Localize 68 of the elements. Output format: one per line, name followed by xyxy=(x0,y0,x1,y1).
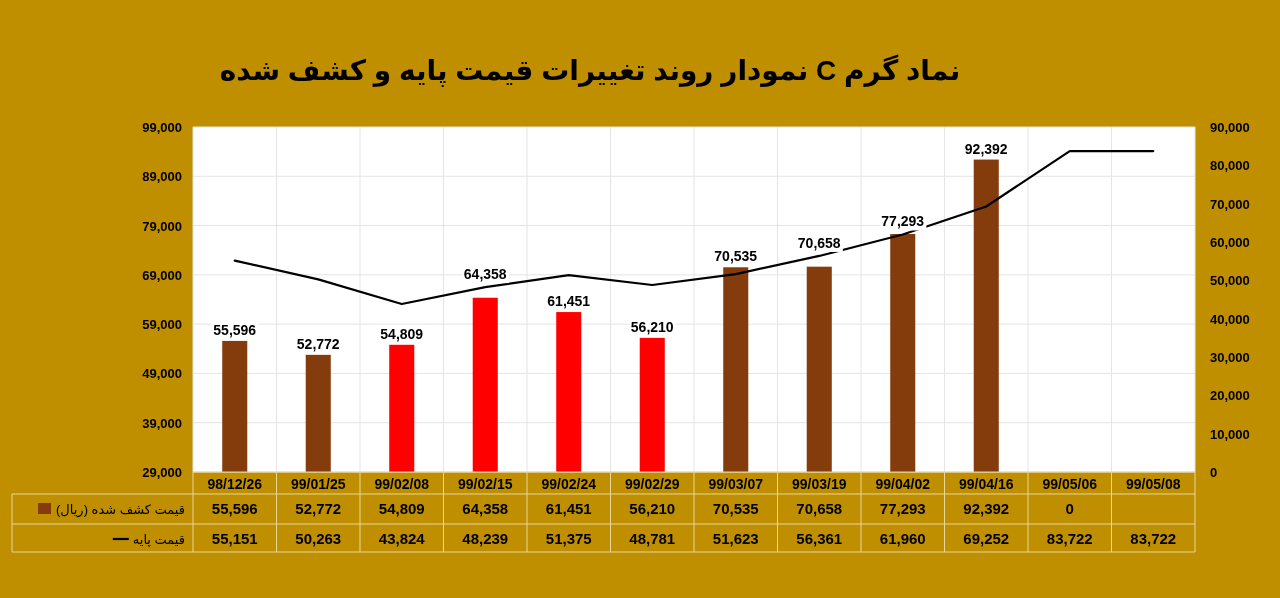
data-label: 70,658 xyxy=(796,500,843,517)
y-tick-label: 99,000 xyxy=(142,120,182,135)
x-tick-label: 99/01/25 xyxy=(291,476,346,492)
x-tick-label: 99/03/07 xyxy=(708,476,764,492)
text: 70,535 xyxy=(714,248,758,265)
y2-tick-label: 50,000 xyxy=(1210,273,1250,289)
data-label: 83,722 xyxy=(1046,530,1093,547)
text: 70,658 xyxy=(797,234,841,251)
text: 52,772 xyxy=(296,335,340,352)
legend-item: قیمت پایه xyxy=(112,532,185,547)
x-tick-label: 99/02/15 xyxy=(458,476,513,492)
data-label: 77,293 xyxy=(879,500,926,517)
data-label: 51,375 xyxy=(545,530,592,547)
data-label: 43,824 xyxy=(378,530,426,547)
text: 61,451 xyxy=(547,293,591,310)
data-label: 48,781 xyxy=(629,530,676,547)
y2-tick-label: 80,000 xyxy=(1210,158,1250,174)
text: 0 xyxy=(1065,500,1074,517)
text: 56,210 xyxy=(630,318,674,335)
x-tick-label: 99/02/29 xyxy=(625,476,680,492)
x-tick-label: 99/05/08 xyxy=(1126,476,1181,492)
y-tick-label: 49,000 xyxy=(142,366,182,382)
data-label: 61,960 xyxy=(879,530,926,547)
y2-tick-label: 10,000 xyxy=(1210,426,1250,442)
y-tick-label: 79,000 xyxy=(142,218,182,234)
y2-tick-label: 40,000 xyxy=(1210,311,1250,327)
y2-tick-label: 30,000 xyxy=(1210,350,1250,365)
data-label: 64,358 xyxy=(462,500,509,517)
y-tick-label: 29,000 xyxy=(142,465,182,480)
data-label: 92,392 xyxy=(963,500,1010,517)
y2-tick-label: 60,000 xyxy=(1210,235,1250,250)
data-label: 70,535 xyxy=(712,500,759,517)
data-label: 52,772 xyxy=(295,500,342,517)
x-tick-label: 99/02/24 xyxy=(541,476,597,492)
y2-tick-label: 20,000 xyxy=(1210,388,1250,404)
data-label: 54,809 xyxy=(378,500,425,517)
data-label: 69,252 xyxy=(963,530,1010,547)
text: 55,596 xyxy=(213,321,257,338)
y-tick-label: 89,000 xyxy=(142,169,182,185)
chart-title: نماد گرم C نمودار روند تغییرات قیمت پایه و کشف شده xyxy=(219,54,961,87)
text: 77,293 xyxy=(881,213,925,230)
y2-tick-label: 70,000 xyxy=(1210,196,1250,212)
y2-tick-label: 0 xyxy=(1210,465,1218,480)
text: 54,809 xyxy=(380,325,424,342)
data-label: 51,623 xyxy=(712,530,759,547)
data-label: 50,263 xyxy=(295,530,342,547)
x-tick-label: 99/03/19 xyxy=(792,476,847,492)
x-tick-label: 99/04/16 xyxy=(959,476,1014,492)
y-tick-label: 69,000 xyxy=(142,267,182,283)
x-tick-label: 99/04/02 xyxy=(875,476,931,492)
data-label: 56,361 xyxy=(796,530,843,547)
data-label: 61,451 xyxy=(545,500,592,517)
y-tick-label: 59,000 xyxy=(142,317,182,333)
y-tick-label: 39,000 xyxy=(142,415,182,431)
x-tick-label: 99/05/06 xyxy=(1042,476,1098,492)
text: 92,392 xyxy=(964,140,1008,157)
legend-item: قیمت کشف شده (ریال) xyxy=(38,502,185,517)
data-label: 83,722 xyxy=(1130,530,1177,547)
legend-label: قیمت پایه xyxy=(132,532,185,547)
data-label: 56,210 xyxy=(629,500,676,517)
text: 64,358 xyxy=(463,266,507,283)
x-tick-label: 98/12/26 xyxy=(207,476,263,492)
data-label: 55,596 xyxy=(211,500,258,517)
legend-label: قیمت کشف شده (ریال) xyxy=(56,502,185,518)
x-tick-label: 99/02/08 xyxy=(374,476,430,492)
data-label: 48,239 xyxy=(462,530,509,547)
data-label: 55,151 xyxy=(211,530,258,547)
y2-tick-label: 90,000 xyxy=(1210,120,1250,135)
